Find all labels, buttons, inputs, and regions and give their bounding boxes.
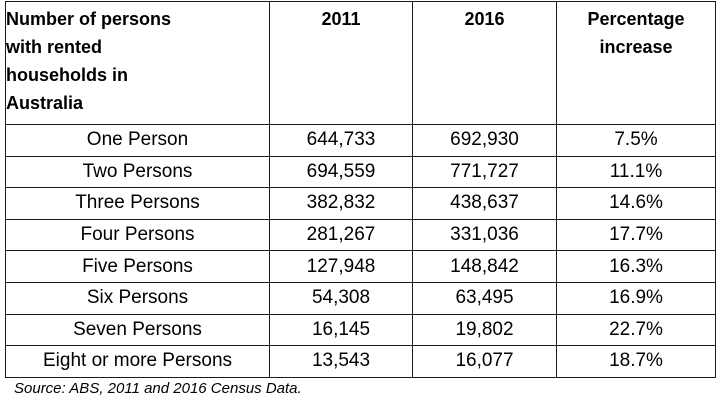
header-2016-line: 2016 (464, 9, 505, 29)
header-2011-line: 2011 (321, 9, 361, 29)
value-2011: 644,733 (269, 124, 413, 157)
value-2016: 331,036 (412, 218, 557, 252)
row-label: Eight or more Persons (5, 345, 270, 378)
value-2016: 19,802 (412, 313, 557, 347)
header-category-line: Number of persons (6, 9, 172, 29)
row-label: Four Persons (5, 218, 270, 252)
table-row: Three Persons 382,832 438,637 14.6% (5, 187, 716, 220)
value-2016: 63,495 (412, 281, 557, 315)
header-category: Number of persons with rented households… (5, 1, 270, 125)
table-row: Six Persons 54,308 63,495 16.9% (5, 281, 716, 315)
table-row: Eight or more Persons 13,543 16,077 18.7… (5, 345, 716, 378)
value-2011: 127,948 (269, 250, 413, 283)
percentage-increase: 14.6% (556, 187, 716, 220)
table-row: Four Persons 281,267 331,036 17.7% (5, 218, 716, 252)
data-table: Number of persons with rented households… (5, 1, 716, 378)
value-2016: 438,637 (412, 187, 557, 220)
value-2016: 771,727 (412, 155, 557, 189)
row-label: Seven Persons (5, 313, 270, 347)
percentage-increase: 18.7% (556, 345, 716, 378)
header-pct-line: Percentage (587, 9, 685, 29)
header-2011: 2011 (269, 1, 413, 125)
header-2016: 2016 (412, 1, 557, 125)
header-category-line: with rented (6, 37, 103, 57)
percentage-increase: 11.1% (556, 155, 716, 189)
value-2016: 16,077 (412, 345, 557, 378)
table-row: Two Persons 694,559 771,727 11.1% (5, 155, 716, 189)
row-label: Five Persons (5, 250, 270, 283)
header-pct-line: increase (599, 37, 673, 57)
value-2016: 692,930 (412, 124, 557, 157)
value-2011: 281,267 (269, 218, 413, 252)
percentage-increase: 17.7% (556, 218, 716, 252)
row-label: Three Persons (5, 187, 270, 220)
percentage-increase: 7.5% (556, 124, 716, 157)
table-row: Five Persons 127,948 148,842 16.3% (5, 250, 716, 283)
percentage-increase: 16.9% (556, 281, 716, 315)
header-category-line: households in (6, 65, 129, 85)
table-row: Seven Persons 16,145 19,802 22.7% (5, 313, 716, 347)
value-2011: 54,308 (269, 281, 413, 315)
header-percentage-increase: Percentage increase (556, 1, 716, 125)
value-2011: 382,832 (269, 187, 413, 220)
value-2016: 148,842 (412, 250, 557, 283)
row-label: Six Persons (5, 281, 270, 315)
row-label: One Person (5, 124, 270, 157)
header-category-line: Australia (6, 93, 84, 113)
row-label: Two Persons (5, 155, 270, 189)
value-2011: 13,543 (269, 345, 413, 378)
percentage-increase: 22.7% (556, 313, 716, 347)
percentage-increase: 16.3% (556, 250, 716, 283)
source-note: Source: ABS, 2011 and 2016 Census Data. (14, 380, 302, 397)
value-2011: 694,559 (269, 155, 413, 189)
table-row: One Person 644,733 692,930 7.5% (5, 124, 716, 157)
value-2011: 16,145 (269, 313, 413, 347)
header-row: Number of persons with rented households… (5, 1, 716, 125)
